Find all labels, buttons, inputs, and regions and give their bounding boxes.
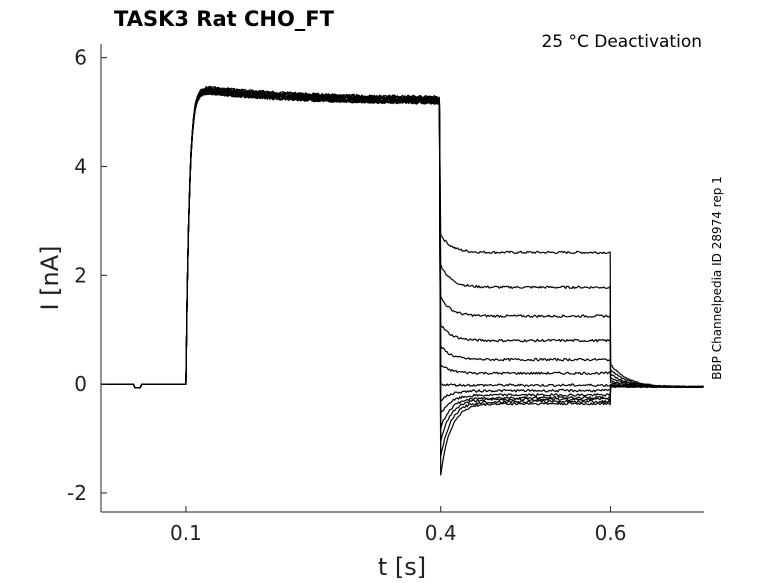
current-trace (101, 87, 704, 443)
x-tick-group: 0.1 0.4 0.6 (170, 506, 626, 545)
current-trace (101, 89, 704, 389)
trace-group (101, 85, 704, 476)
current-trace (101, 85, 704, 389)
chart-title: TASK3 Rat CHO_FT (114, 7, 335, 31)
y-tick-label: -2 (67, 481, 87, 505)
current-trace (101, 85, 704, 403)
current-trace (101, 90, 704, 389)
current-trace (101, 91, 704, 476)
current-trace (101, 90, 704, 389)
y-tick-label: 4 (74, 154, 87, 178)
x-tick-label: 0.6 (595, 521, 627, 545)
y-tick-group: 6 4 2 0 -2 (67, 46, 107, 505)
temperature-annotation: 25 °C Deactivation (541, 32, 702, 52)
x-tick-label: 0.4 (425, 521, 457, 545)
y-tick-label: 0 (74, 372, 87, 396)
x-tick-label: 0.1 (170, 521, 202, 545)
current-trace (101, 87, 704, 389)
channelpedia-id-label: BBP Channelpedia ID 28974 rep 1 (710, 176, 724, 380)
current-trace (101, 89, 704, 389)
current-trace (101, 86, 704, 457)
current-trace (101, 87, 704, 389)
y-tick-label: 6 (74, 46, 87, 70)
current-trace (101, 91, 704, 414)
y-tick-label: 2 (74, 263, 87, 287)
plot-area: 6 4 2 0 -2 0.1 0.4 0.6 (67, 44, 704, 545)
x-axis-label: t [s] (378, 553, 426, 581)
y-axis-label: I [nA] (36, 245, 64, 310)
